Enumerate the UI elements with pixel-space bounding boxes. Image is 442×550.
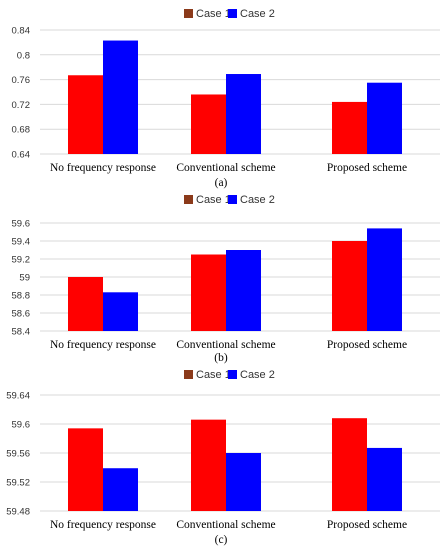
legend-label: Case 1 [196,8,231,20]
bar-case-1 [68,75,103,154]
legend-label: Case 2 [240,369,275,381]
bar-case-1 [68,277,103,331]
y-tick-label: 59.2 [12,255,31,266]
y-tick-label: 0.76 [12,75,31,86]
bar-case-1 [332,101,367,154]
y-tick-label: 58.4 [12,327,31,338]
bar-case-1 [332,241,367,331]
legend-swatch [184,9,193,18]
bar-case-2 [367,447,402,511]
y-tick-label: 59.56 [6,449,30,460]
category-label: No frequency response [50,162,156,174]
chart-a: 0.64 0.68 0.72 0.76 0.8 0.84 No frequency resp… [12,8,440,189]
legend-label: Case 1 [196,369,231,381]
y-tick-label: 0.8 [17,50,30,61]
bar-case-2 [103,40,138,154]
y-tick-label: 59.4 [12,237,31,248]
legend-swatch [228,370,237,379]
panel-caption: (b) [214,352,228,364]
bar-case-2 [103,292,138,331]
panel-caption: (a) [215,177,228,189]
bar-case-1 [191,94,226,154]
y-tick-label: 0.72 [12,100,31,111]
y-tick-label: 0.84 [12,26,31,37]
legend-label: Case 2 [240,8,275,20]
category-label: No frequency response [50,519,156,531]
bar-case-2 [367,228,402,331]
legend-swatch [228,9,237,18]
bar-case-1 [191,254,226,331]
bar-case-1 [68,428,103,511]
category-label: Conventional scheme [176,162,275,174]
y-tick-label: 59.64 [6,391,30,402]
y-tick-label: 59.48 [6,507,30,518]
bar-case-1 [191,419,226,511]
y-tick-label: 59.6 [12,219,31,230]
category-label: No frequency response [50,339,156,351]
y-tick-label: 59.52 [6,478,30,489]
bar-case-2 [367,82,402,154]
legend-swatch [184,370,193,379]
y-tick-label: 59 [19,273,30,284]
legend-label: Case 1 [196,194,231,206]
bar-case-1 [332,418,367,511]
y-tick-label: 0.68 [12,125,31,136]
category-label: Proposed scheme [327,339,407,351]
legend-swatch [228,195,237,204]
bar-case-2 [226,74,261,154]
category-label: Proposed scheme [327,162,407,174]
y-tick-label: 58.6 [12,309,31,320]
bar-case-2 [103,468,138,511]
category-label: Conventional scheme [176,339,275,351]
y-tick-label: 58.8 [12,291,31,302]
legend-swatch [184,195,193,204]
panel-caption: (c) [215,534,228,546]
bar-case-2 [226,453,261,511]
chart-c: 59.48 59.52 59.56 59.6 59.64 No frequency res… [6,369,440,546]
category-label: Proposed scheme [327,519,407,531]
category-label: Conventional scheme [176,519,275,531]
bar-case-2 [226,250,261,331]
y-tick-label: 59.6 [12,420,31,431]
chart-b: 58.4 58.6 58.8 59 59.2 59.4 59.6 No frequency r… [12,194,440,364]
legend-label: Case 2 [240,194,275,206]
y-tick-label: 0.64 [12,150,31,161]
